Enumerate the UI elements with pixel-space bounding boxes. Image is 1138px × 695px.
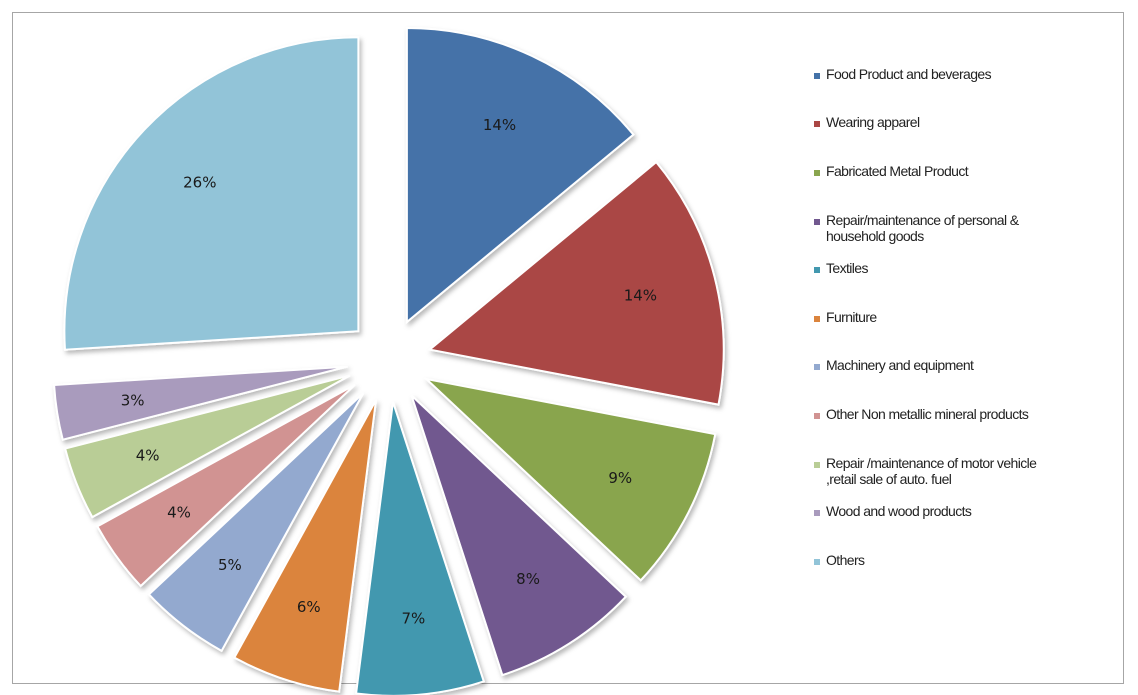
- slice-data-label: 5%: [218, 556, 242, 574]
- slice-data-label: 4%: [167, 504, 191, 522]
- legend-item: Textiles: [814, 260, 868, 276]
- slice-data-label: 14%: [624, 286, 657, 304]
- legend-swatch: [814, 121, 820, 127]
- pie-slice-1: [405, 26, 635, 325]
- legend-label-line: Textiles: [826, 260, 868, 276]
- pie-slice-4: [410, 394, 628, 677]
- legend-label: Others: [826, 552, 865, 568]
- legend-item: Others: [814, 552, 865, 568]
- legend-item: Furniture: [814, 309, 877, 325]
- legend-label-line: Food Product and beverages: [826, 66, 992, 82]
- legend-label: Food Product and beverages: [826, 66, 992, 82]
- legend-label-line: Repair /maintenance of motor vehicle: [826, 455, 1037, 471]
- pie-chart: 14% 14% 9% 8% 7% 6% 5% 4% 4% 3% 26%: [53, 26, 725, 695]
- legend-item: Repair/maintenance of personal & househol…: [814, 212, 1019, 244]
- slice-data-label: 14%: [483, 116, 516, 134]
- legend-label: Textiles: [826, 260, 868, 276]
- legend-swatch: [814, 73, 820, 79]
- legend-swatch: [814, 219, 820, 225]
- legend-swatch: [814, 413, 820, 419]
- pie-slice-10: [53, 365, 348, 441]
- slice-data-label: 26%: [183, 173, 216, 191]
- pie-slice-3: [423, 377, 717, 582]
- pie-slice-6: [233, 399, 378, 693]
- legend-swatch: [814, 267, 820, 273]
- pie-slice-11: [63, 36, 360, 351]
- legend-label-line: Other Non metallic mineral products: [826, 406, 1029, 422]
- legend-label-line: ,retail sale of auto. fuel: [826, 471, 952, 487]
- pie-slice-7: [147, 392, 365, 653]
- legend-label: Machinery and equipment: [826, 357, 974, 373]
- legend-item: Other Non metallic mineral products: [814, 406, 1029, 422]
- slice-data-label: 6%: [297, 598, 321, 616]
- pie-slice-9: [63, 374, 351, 519]
- legend-swatch: [814, 462, 820, 468]
- legend-label: Repair/maintenance of personal & househol…: [826, 212, 1019, 244]
- legend-label-line: Wearing apparel: [826, 114, 920, 130]
- legend-label: Fabricated Metal Product: [826, 163, 969, 179]
- legend-swatch: [814, 510, 820, 516]
- slice-data-label: 3%: [121, 392, 145, 410]
- legend-label: Other Non metallic mineral products: [826, 406, 1029, 422]
- legend-label-line: household goods: [826, 228, 924, 244]
- legend-label-line: Fabricated Metal Product: [826, 163, 969, 179]
- legend-label-line: Wood and wood products: [826, 503, 972, 519]
- legend-label-line: Repair/maintenance of personal &: [826, 212, 1019, 228]
- pie-slice-2: [427, 160, 725, 406]
- legend-swatch: [814, 316, 820, 322]
- legend-swatch: [814, 559, 820, 565]
- legend-item: Repair /maintenance of motor vehicle ,ret…: [814, 455, 1037, 487]
- legend-label: Wood and wood products: [826, 503, 972, 519]
- legend-item: Wearing apparel: [814, 114, 920, 130]
- legend-swatch: [814, 364, 820, 370]
- slice-data-label: 9%: [608, 469, 632, 487]
- slice-data-label: 8%: [516, 570, 540, 588]
- legend-label-line: Others: [826, 552, 865, 568]
- legend-label: Furniture: [826, 309, 877, 325]
- legend-label-line: Machinery and equipment: [826, 357, 974, 373]
- pie-slice-8: [96, 383, 356, 588]
- slice-data-label: 4%: [136, 447, 160, 465]
- legend-item: Wood and wood products: [814, 503, 972, 519]
- slice-data-label: 7%: [402, 609, 426, 627]
- legend-item: Fabricated Metal Product: [814, 163, 969, 179]
- legend-item: Machinery and equipment: [814, 357, 974, 373]
- legend-label: Repair /maintenance of motor vehicle ,ret…: [826, 455, 1037, 487]
- legend-label: Wearing apparel: [826, 114, 920, 130]
- legend-swatch: [814, 170, 820, 176]
- legend-label-line: Furniture: [826, 309, 877, 325]
- legend-item: Food Product and beverages: [814, 66, 992, 82]
